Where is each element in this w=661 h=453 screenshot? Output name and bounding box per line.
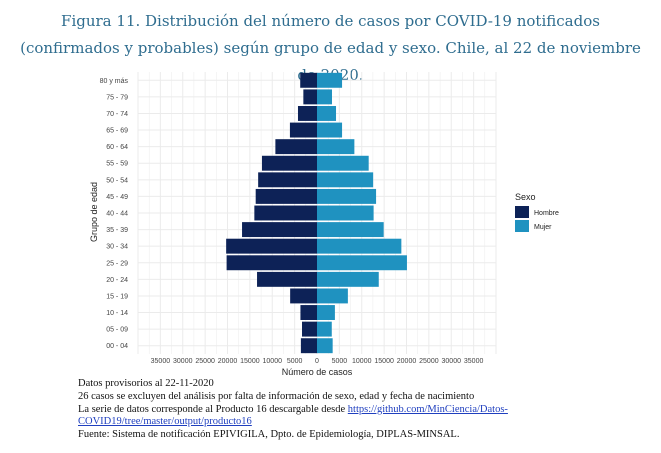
bar-mujer-25-29 bbox=[317, 255, 407, 271]
bar-mujer-35-39 bbox=[317, 222, 384, 238]
bar-mujer-75-79 bbox=[317, 89, 332, 105]
y-tick-label: 80 y más bbox=[100, 78, 129, 85]
y-tick-label: 75 - 79 bbox=[106, 94, 128, 101]
y-tick-label: 50 - 54 bbox=[106, 177, 128, 184]
y-tick-label: 40 - 44 bbox=[106, 211, 128, 218]
legend-label-mujer: Mujer bbox=[534, 224, 552, 231]
bar-mujer-60-64 bbox=[317, 139, 355, 155]
y-tick-label: 55 - 59 bbox=[106, 161, 128, 168]
note-data-series-text: La serie de datos corresponde al Product… bbox=[78, 403, 348, 415]
data-link-part2[interactable]: COVID19/tree/master/output/producto16 bbox=[78, 416, 252, 428]
x-tick-label: 10000 bbox=[352, 358, 372, 365]
y-tick-label: 25 - 29 bbox=[106, 260, 128, 267]
bar-hombre-50-54 bbox=[258, 172, 317, 188]
y-tick-label: 15 - 19 bbox=[106, 293, 128, 300]
y-tick-label: 10 - 14 bbox=[106, 310, 128, 317]
bar-mujer-55-59 bbox=[317, 155, 369, 171]
x-tick-label: 25000 bbox=[419, 358, 439, 365]
legend: Sexo Hombre Mujer bbox=[515, 192, 559, 232]
legend-label-hombre: Hombre bbox=[534, 210, 559, 217]
bar-mujer-50-54 bbox=[317, 172, 374, 188]
bar-hombre-35-39 bbox=[242, 222, 317, 238]
y-axis-title: Grupo de edad bbox=[89, 182, 99, 242]
bar-hombre-55-59 bbox=[261, 155, 317, 171]
x-tick-label: 30000 bbox=[173, 358, 193, 365]
x-tick-label: 20000 bbox=[397, 358, 417, 365]
x-tick-label: 15000 bbox=[240, 358, 260, 365]
bars-layer bbox=[226, 72, 407, 354]
bar-mujer-00-04 bbox=[317, 338, 333, 354]
x-tick-labels: 35000 30000 25000 20000 15000 10000 5000 0 5000 1… bbox=[151, 358, 484, 365]
note-link-continuation: COVID19/tree/master/output/producto16 bbox=[78, 416, 648, 429]
bar-hombre-70-74 bbox=[297, 106, 317, 121]
bar-hombre-00-04 bbox=[300, 338, 317, 354]
x-tick-label: 5000 bbox=[332, 358, 348, 365]
bar-hombre-45-49 bbox=[255, 188, 317, 204]
note-excluded-cases: 26 casos se excluyen del análisis por fa… bbox=[78, 390, 475, 402]
x-tick-label: 25000 bbox=[195, 358, 215, 365]
bar-hombre-25-29 bbox=[226, 255, 317, 271]
legend-swatch-mujer bbox=[515, 220, 529, 232]
chart-notes: Datos provisorios al 22-11-2020 26 casos… bbox=[78, 378, 648, 442]
y-tick-label: 05 - 09 bbox=[106, 327, 128, 334]
y-tick-label: 60 - 64 bbox=[106, 144, 128, 151]
bar-mujer-40-44 bbox=[317, 205, 374, 221]
x-tick-label: 20000 bbox=[218, 358, 238, 365]
bar-mujer-30-34 bbox=[317, 238, 402, 254]
bar-mujer-65-69 bbox=[317, 122, 343, 138]
bar-mujer-15-19 bbox=[317, 288, 348, 304]
y-tick-label: 65 - 69 bbox=[106, 128, 128, 135]
data-link-part1[interactable]: https://github.com/MinCiencia/Datos- bbox=[347, 403, 508, 415]
x-tick-label: 15000 bbox=[374, 358, 394, 365]
legend-title: Sexo bbox=[515, 192, 536, 202]
y-tick-label: 35 - 39 bbox=[106, 227, 128, 234]
bar-mujer-20-24 bbox=[317, 271, 379, 287]
bar-hombre-65-69 bbox=[289, 122, 317, 138]
x-tick-label: 0 bbox=[315, 358, 319, 365]
bar-hombre-10-14 bbox=[300, 305, 317, 320]
y-tick-label: 20 - 24 bbox=[106, 277, 128, 284]
bar-mujer-70-74 bbox=[317, 106, 337, 121]
bar-hombre-80ymás bbox=[300, 72, 317, 88]
x-tick-label: 10000 bbox=[263, 358, 283, 365]
bar-hombre-60-64 bbox=[275, 139, 317, 155]
note-provisional: Datos provisorios al 22-11-2020 bbox=[78, 378, 214, 389]
bar-hombre-05-09 bbox=[302, 321, 317, 337]
note-source: Fuente: Sistema de notificación EPIVIGIL… bbox=[78, 429, 460, 441]
bar-mujer-80ymás bbox=[317, 72, 343, 88]
bar-hombre-15-19 bbox=[290, 288, 317, 304]
legend-swatch-hombre bbox=[515, 206, 529, 218]
x-tick-label: 35000 bbox=[151, 358, 171, 365]
bar-mujer-10-14 bbox=[317, 305, 335, 320]
x-axis-title: Número de casos bbox=[282, 367, 353, 377]
y-tick-label: 70 - 74 bbox=[106, 111, 128, 118]
x-tick-label: 35000 bbox=[464, 358, 484, 365]
bar-hombre-20-24 bbox=[257, 271, 317, 287]
bar-mujer-05-09 bbox=[317, 321, 332, 337]
bar-hombre-30-34 bbox=[226, 238, 317, 254]
y-tick-label: 00 - 04 bbox=[106, 343, 128, 350]
y-tick-label: 30 - 34 bbox=[106, 244, 128, 251]
note-data-series: La serie de datos corresponde al Product… bbox=[78, 404, 648, 417]
bar-mujer-45-49 bbox=[317, 188, 377, 204]
y-tick-label: 45 - 49 bbox=[106, 194, 128, 201]
x-tick-label: 5000 bbox=[287, 358, 303, 365]
y-tick-labels: 00 - 04 05 - 09 10 - 14 15 - 19 20 - 24 25 - … bbox=[100, 78, 129, 350]
x-tick-label: 30000 bbox=[442, 358, 462, 365]
bar-hombre-40-44 bbox=[254, 205, 317, 221]
bar-hombre-75-79 bbox=[303, 89, 317, 105]
